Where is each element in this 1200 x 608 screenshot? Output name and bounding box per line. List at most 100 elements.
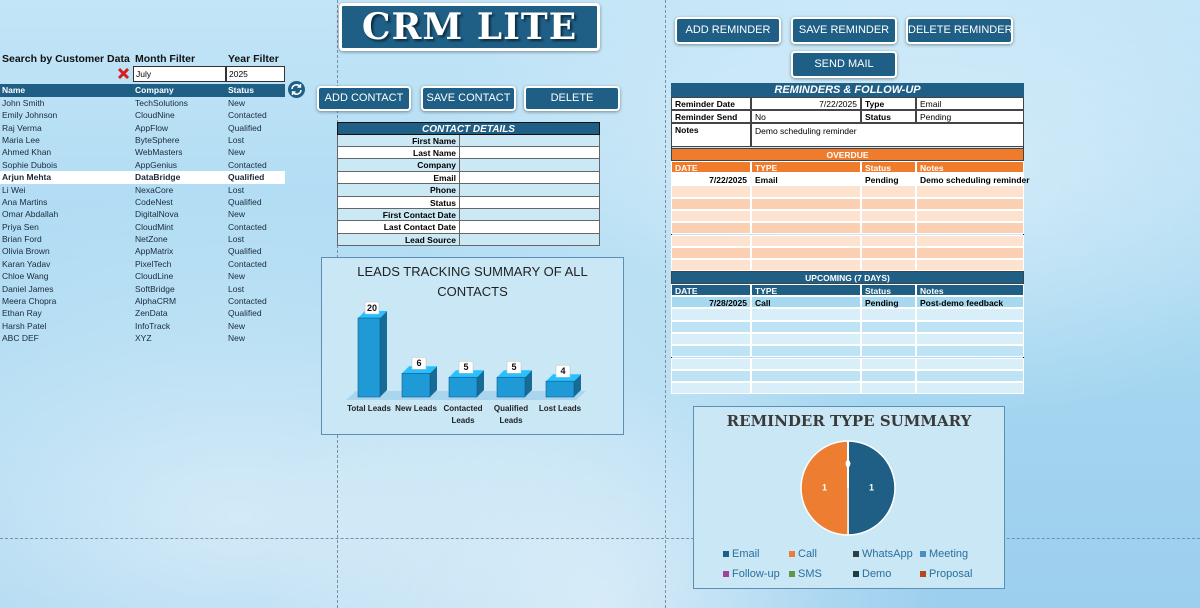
month-filter-input[interactable]: July xyxy=(133,66,226,82)
field-label: Phone xyxy=(337,184,460,197)
empty-cell xyxy=(671,209,751,223)
contact-cell: Qualified xyxy=(228,308,262,319)
contact-cell: Sophie Dubois xyxy=(2,159,58,170)
table-header xyxy=(0,84,285,97)
chart-title: REMINDER TYPE SUMMARY xyxy=(726,412,972,430)
contact-cell: CloudMint xyxy=(135,221,174,232)
bar xyxy=(496,376,526,398)
empty-cell xyxy=(916,320,1024,333)
bar-chart: 20 6 5 5 4 xyxy=(346,301,586,400)
send-mail-button[interactable]: SEND MAIL xyxy=(791,51,897,78)
field-value xyxy=(459,171,600,185)
save-contact-button[interactable]: SAVE CONTACT xyxy=(421,86,516,111)
empty-cell xyxy=(861,259,916,272)
contact-cell: Lost xyxy=(228,283,245,294)
value-label-box xyxy=(506,361,522,374)
delete-contact-button[interactable]: DELETE xyxy=(524,86,620,111)
value-label: 20 xyxy=(367,303,377,313)
empty-cell xyxy=(916,185,1024,198)
empty-cell xyxy=(751,246,861,260)
empty-cell xyxy=(671,259,751,272)
empty-cell xyxy=(671,234,751,247)
field-value xyxy=(459,184,600,197)
category-label: New Leads xyxy=(395,404,437,413)
value-label: 5 xyxy=(511,362,516,372)
empty-cell xyxy=(751,197,861,210)
add-contact-button[interactable]: ADD CONTACT xyxy=(317,86,411,111)
contact-cell: Contacted xyxy=(228,258,267,269)
contact-cell: Ethan Ray xyxy=(2,308,42,319)
contact-cell: Priya Sen xyxy=(2,221,39,232)
clear-search-icon[interactable] xyxy=(117,67,130,80)
reminder-cell: Pending xyxy=(861,173,916,186)
field-label: First Contact Date xyxy=(337,208,460,222)
bar xyxy=(401,373,431,398)
refresh-icon[interactable] xyxy=(287,80,306,99)
empty-cell xyxy=(751,209,861,223)
contact-cell: ZenData xyxy=(135,308,168,319)
section-title: UPCOMING (7 DAYS) xyxy=(671,271,1024,284)
contact-cell: Omar Abdallah xyxy=(2,209,59,220)
save-reminder-button[interactable]: SAVE REMINDER xyxy=(791,17,897,44)
contact-cell: DataBridge xyxy=(135,172,181,183)
empty-cell xyxy=(916,209,1024,223)
empty-cell xyxy=(671,345,751,358)
field-label: First Name xyxy=(337,134,460,147)
reminder-cell: Demo scheduling reminder xyxy=(916,173,1030,186)
empty-cell xyxy=(861,234,916,247)
empty-cell xyxy=(671,369,751,383)
legend-label: Demo xyxy=(862,568,892,580)
contact-cell: John Smith xyxy=(2,98,45,108)
empty-cell xyxy=(916,369,1024,383)
contact-cell: Qualified xyxy=(228,196,262,207)
legend-label: Meeting xyxy=(929,548,969,560)
contact-cell: Ahmed Khan xyxy=(2,147,52,158)
empty-cell xyxy=(671,332,751,346)
value-label-box xyxy=(458,361,474,374)
empty-cell xyxy=(861,382,916,395)
contact-cell: New xyxy=(228,320,246,331)
empty-cell xyxy=(751,320,861,333)
empty-cell xyxy=(671,382,751,395)
page-break xyxy=(665,0,666,608)
empty-cell xyxy=(861,369,916,383)
empty-cell xyxy=(751,222,861,235)
column-header: TYPE xyxy=(751,283,861,296)
column-header: Name xyxy=(2,85,26,95)
contact-cell: Lost xyxy=(228,234,245,245)
contact-cell: AppGenius xyxy=(135,159,178,170)
slice-label: 0 xyxy=(845,459,850,469)
field-value xyxy=(459,208,600,222)
value-label-box xyxy=(555,364,571,378)
column-header: Notes xyxy=(916,283,1024,296)
column-header: Company xyxy=(135,85,174,95)
legend-label: WhatsApp xyxy=(862,548,913,560)
contact-cell: New xyxy=(228,333,246,344)
legend-label: Email xyxy=(732,548,760,560)
filter-label: Year Filter xyxy=(228,53,279,65)
contact-cell: SoftBridge xyxy=(135,283,175,294)
contact-cell: Contacted xyxy=(228,159,267,170)
bar-side xyxy=(477,370,484,397)
empty-cell xyxy=(671,320,751,333)
contact-cell: Maria Lee xyxy=(2,135,40,146)
bar-side xyxy=(430,366,437,397)
contact-cell: Contacted xyxy=(228,110,267,121)
category-label: Total Leads xyxy=(347,404,391,413)
empty-cell xyxy=(671,185,751,198)
empty-cell xyxy=(671,357,751,370)
contact-cell: DigitalNova xyxy=(135,209,179,220)
legend-swatch xyxy=(920,551,926,557)
delete-reminder-button[interactable]: DELETE REMINDER xyxy=(906,17,1013,44)
label: Reminder Send xyxy=(671,110,751,123)
slice-label: 0 xyxy=(845,459,850,469)
contact-cell: Qualified xyxy=(228,172,265,183)
contact-cell: Qualified xyxy=(228,246,262,257)
year-filter-input[interactable]: 2025 xyxy=(226,66,285,82)
reminder-cell: Email xyxy=(751,173,861,186)
contact-cell: Arjun Mehta xyxy=(2,172,52,183)
slice-label: 1 xyxy=(822,482,827,492)
add-reminder-button[interactable]: ADD REMINDER xyxy=(675,17,781,44)
empty-cell xyxy=(861,320,916,333)
